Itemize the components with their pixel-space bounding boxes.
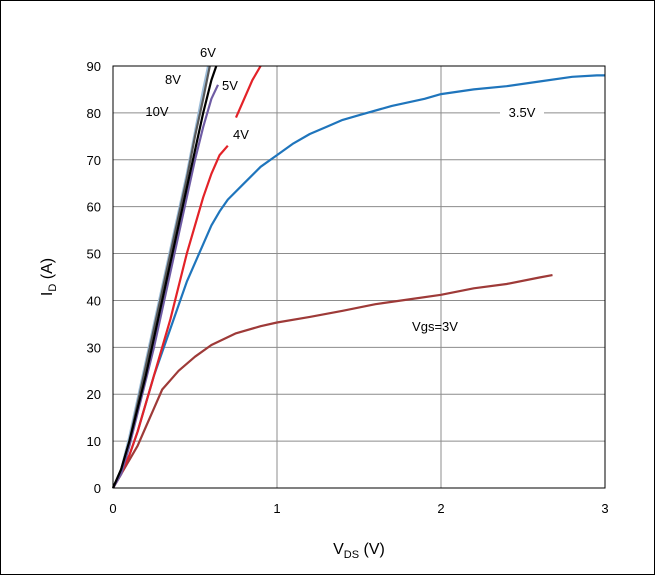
x-tick-label: 0 [109, 501, 116, 516]
series-line-3-5v [112, 74, 605, 489]
series-label-5v: 5V [222, 78, 238, 93]
y-tick-label: 60 [87, 200, 101, 215]
series-label-3-5v: 3.5V [509, 105, 536, 120]
y-tick-label: 30 [87, 340, 101, 355]
y-tick-label: 40 [87, 293, 101, 308]
y-tick-label: 50 [87, 247, 101, 262]
series-label-10v: 10V [145, 104, 168, 119]
y-tick-label: 80 [87, 106, 101, 121]
series-line-4v [112, 144, 229, 489]
plot-border [112, 65, 606, 489]
series-label-bg [500, 104, 544, 121]
y-axis-title: ID (A) [39, 258, 59, 296]
series-line-4v-segment [234, 65, 262, 119]
x-tick-label: 2 [437, 501, 444, 516]
y-tick-label: 10 [87, 434, 101, 449]
series-line-6v [111, 65, 218, 489]
series-lines [111, 65, 605, 489]
y-tick-labels: 0 10 20 30 40 50 60 70 80 90 [87, 59, 101, 496]
series-line-5v [112, 84, 219, 489]
grid [112, 65, 606, 489]
y-tick-label: 20 [87, 387, 101, 402]
series-line-vgs-3v [112, 274, 553, 489]
x-tick-labels: 0 1 2 3 [109, 501, 608, 516]
series-labels: 6V 8V 5V 10V 4V 3.5V Vgs=3V [145, 45, 544, 334]
y-tick-label: 0 [94, 481, 101, 496]
series-label-6v: 6V [200, 45, 216, 60]
series-label-8v: 8V [165, 72, 181, 87]
x-tick-label: 1 [273, 501, 280, 516]
x-axis-title: VDS (V) [333, 541, 385, 561]
y-tick-label: 70 [87, 153, 101, 168]
series-label-4v: 4V [233, 127, 249, 142]
series-line-10v [111, 65, 210, 489]
series-label-vgs-3v: Vgs=3V [412, 319, 458, 334]
y-tick-label: 90 [87, 59, 101, 74]
x-tick-label: 3 [601, 501, 608, 516]
